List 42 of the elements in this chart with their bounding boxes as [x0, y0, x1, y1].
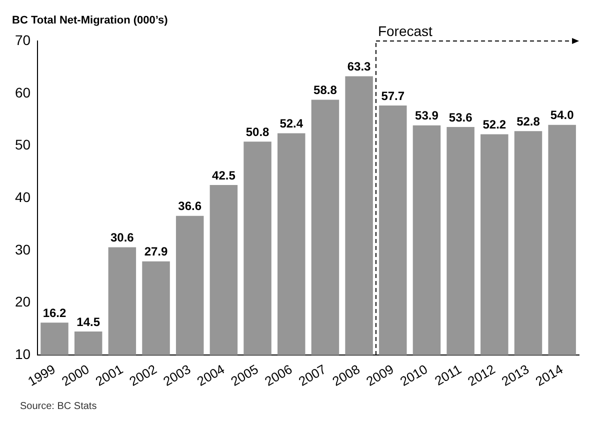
- y-tick-label: 40: [14, 188, 31, 205]
- x-tick-label: 2014: [532, 361, 566, 389]
- source-note: Source: BC Stats: [20, 400, 97, 412]
- x-tick-label: 2001: [92, 361, 126, 389]
- y-tick-label: 50: [14, 136, 31, 153]
- data-label: 16.2: [42, 306, 66, 320]
- x-tick-label: 2002: [126, 361, 160, 389]
- data-label: 57.7: [381, 88, 405, 103]
- data-label: 50.8: [246, 124, 270, 139]
- x-tick-label: 2007: [296, 361, 328, 389]
- data-label: 30.6: [110, 230, 134, 245]
- data-label: 53.6: [448, 110, 473, 124]
- data-label: 14.5: [76, 314, 100, 329]
- data-label: 54.0: [550, 108, 574, 122]
- data-label: 52.2: [482, 118, 506, 132]
- data-label: 58.8: [314, 83, 338, 98]
- x-tick-label: 2006: [262, 361, 295, 389]
- x-tick-label: 2003: [160, 361, 194, 389]
- y-tick-label: 70: [14, 32, 31, 48]
- data-label: 63.3: [347, 60, 372, 74]
- x-tick-label: 2010: [397, 361, 430, 389]
- data-label: 27.9: [144, 244, 168, 259]
- x-tick-label: 2013: [498, 361, 532, 389]
- x-tick-label: 2008: [330, 361, 362, 389]
- x-tick-label: 2009: [364, 361, 396, 389]
- chart-title: BC Total Net-Migration (000’s): [12, 14, 168, 27]
- x-tick-label: 2005: [228, 361, 261, 389]
- ref-line-label: Forecast: [378, 23, 433, 40]
- y-tick-label: 30: [14, 241, 31, 258]
- x-tick-label: 2004: [194, 361, 227, 389]
- x-tick-label: 1999: [25, 361, 58, 389]
- data-label: 36.6: [178, 199, 202, 214]
- x-tick-label: 2011: [432, 361, 464, 388]
- data-label: 53.9: [415, 108, 439, 123]
- x-tick-label: 2012: [465, 361, 498, 389]
- y-tick-label: 60: [14, 84, 31, 100]
- data-label: 42.5: [212, 168, 236, 182]
- data-label: 52.4: [280, 116, 304, 131]
- y-tick-label: 10: [14, 346, 31, 362]
- y-tick-label: 20: [14, 294, 31, 310]
- data-label: 52.8: [516, 114, 540, 128]
- x-tick-label: 2000: [59, 361, 92, 389]
